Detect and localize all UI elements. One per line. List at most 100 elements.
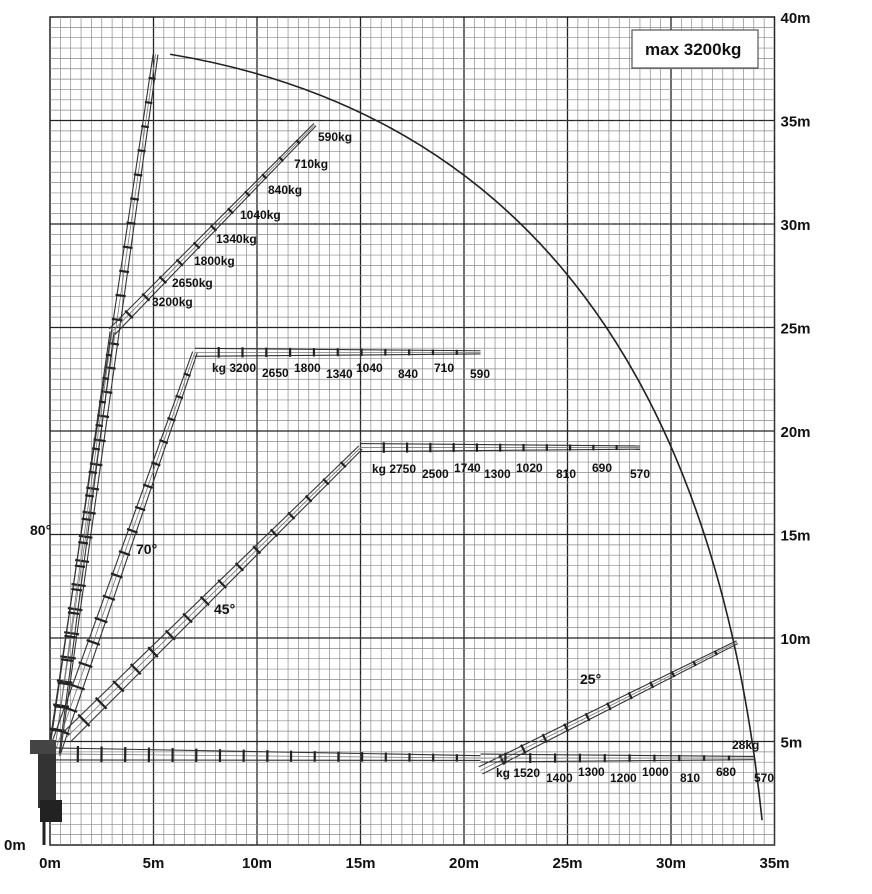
load-80: 3200kg — [152, 295, 193, 309]
boom-80b-joint — [74, 564, 86, 569]
boom-80-joint — [78, 534, 93, 539]
jib-80-joint — [244, 190, 251, 197]
boom-70-joint — [94, 616, 108, 624]
boom-80-joint — [144, 100, 153, 105]
y-tick-label: 35m — [781, 114, 811, 131]
load-80: 1340kg — [216, 232, 257, 246]
boom-45-center — [66, 447, 361, 738]
boom-70-joint — [175, 394, 184, 400]
load-70: 590 — [470, 367, 490, 381]
load-45: 1020 — [516, 461, 543, 475]
load-horizontal: 1300 — [578, 765, 605, 779]
load-70: 1040 — [356, 361, 383, 375]
angle-80: 80° — [30, 522, 51, 538]
y-tick-label: 5m — [781, 735, 803, 752]
boom-70-joint — [142, 483, 154, 489]
boom-70-joint — [134, 505, 146, 512]
boom-45-joint — [322, 478, 330, 486]
boom-70-joint — [70, 683, 86, 691]
boom-80-joint — [104, 366, 116, 370]
load-45: 690 — [592, 461, 612, 475]
load-70: 710 — [434, 361, 454, 375]
jib-horizontal-edge-b — [480, 753, 754, 758]
load-70: 1340 — [326, 367, 353, 381]
boom-80-joint — [137, 149, 146, 153]
boom-80-joint — [82, 510, 96, 515]
x-tick-label: 30m — [656, 855, 686, 872]
jib-25-joint — [541, 733, 548, 744]
boom-80-joint — [89, 462, 103, 467]
max-load-box — [631, 29, 759, 69]
jib-80-joint — [175, 258, 184, 267]
angle-45: 45° — [214, 601, 235, 617]
jib-25-joint — [649, 681, 655, 689]
load-45: 1300 — [484, 467, 511, 481]
boom-45-joint — [217, 579, 227, 589]
boom-70-joint — [86, 639, 101, 646]
load-horizontal: 810 — [680, 771, 700, 785]
x-tick-label: 5m — [143, 855, 165, 872]
load-horizontal: 1400 — [546, 771, 573, 785]
boom-45-joint — [252, 545, 262, 555]
boom-80-joint — [130, 197, 140, 201]
jib-80-joint — [261, 173, 268, 180]
boom-45-joint — [94, 696, 108, 710]
crane-base — [30, 740, 62, 845]
y-tick-label: 10m — [781, 631, 811, 648]
boom-70-joint — [118, 550, 131, 557]
boom-70-joint — [126, 527, 138, 534]
jib-80-joint — [295, 139, 301, 145]
jib-80-joint — [158, 275, 167, 285]
jib-80-joint — [192, 241, 201, 250]
boom-45-edge-a — [70, 448, 363, 743]
load-horizontal: 1000 — [642, 765, 669, 779]
boom-80b-joint — [91, 447, 101, 451]
boom-45-edge-b — [61, 445, 360, 734]
boom-80-joint — [111, 317, 123, 322]
load-45: 1740 — [454, 461, 481, 475]
boom-45-joint — [129, 663, 142, 676]
boom-80b-joint — [64, 634, 77, 639]
boom-80b-joint — [88, 470, 98, 475]
load-45: 2500 — [422, 467, 449, 481]
boom-70-joint — [183, 372, 191, 377]
load-45: 570 — [630, 467, 650, 481]
boom-80-joint — [126, 221, 136, 225]
jib-80-joint — [227, 207, 234, 215]
jib-25-joint — [670, 670, 676, 678]
load-80: 2650kg — [172, 276, 213, 290]
jib-25-joint — [692, 660, 697, 667]
boom-45-joint — [287, 511, 296, 520]
boom-80b-joint — [105, 353, 113, 357]
jib-25-joint — [606, 702, 612, 711]
x-tick-label: 20m — [449, 855, 479, 872]
boom-80b-joint — [85, 494, 95, 498]
boom-80-joint — [115, 293, 126, 298]
load-70: kg 3200 — [212, 361, 256, 375]
load-45: kg 2750 — [372, 462, 416, 476]
tip-load-label: 28kg — [732, 738, 759, 752]
boom-45-joint — [339, 461, 347, 468]
y-tick-label: 15m — [781, 528, 811, 545]
boom-80b-joint — [98, 400, 107, 404]
y-tick-label: 40m — [781, 10, 811, 27]
y-tick-label: 25m — [781, 321, 811, 338]
boom-45-joint — [304, 494, 313, 503]
boom-80-joint — [108, 341, 120, 346]
boom-80-joint — [133, 173, 143, 177]
boom-80b-joint — [60, 658, 74, 662]
angle-70: 70° — [136, 541, 157, 557]
load-45: 810 — [556, 467, 576, 481]
load-horizontal: 1200 — [610, 771, 637, 785]
boom-45-joint — [147, 646, 159, 658]
jib-25-joint — [627, 691, 633, 700]
max-load-text: max 3200kg — [645, 40, 741, 59]
x-tick-label: 35m — [759, 855, 789, 872]
jib-80-joint — [209, 224, 218, 232]
dashed-frame — [360, 327, 775, 846]
jib-80-joint — [124, 309, 134, 319]
boom-80b-joint — [57, 681, 71, 686]
boom-70-joint — [150, 461, 161, 467]
boom-70-joint — [78, 661, 93, 669]
jib-25-joint — [713, 650, 718, 656]
